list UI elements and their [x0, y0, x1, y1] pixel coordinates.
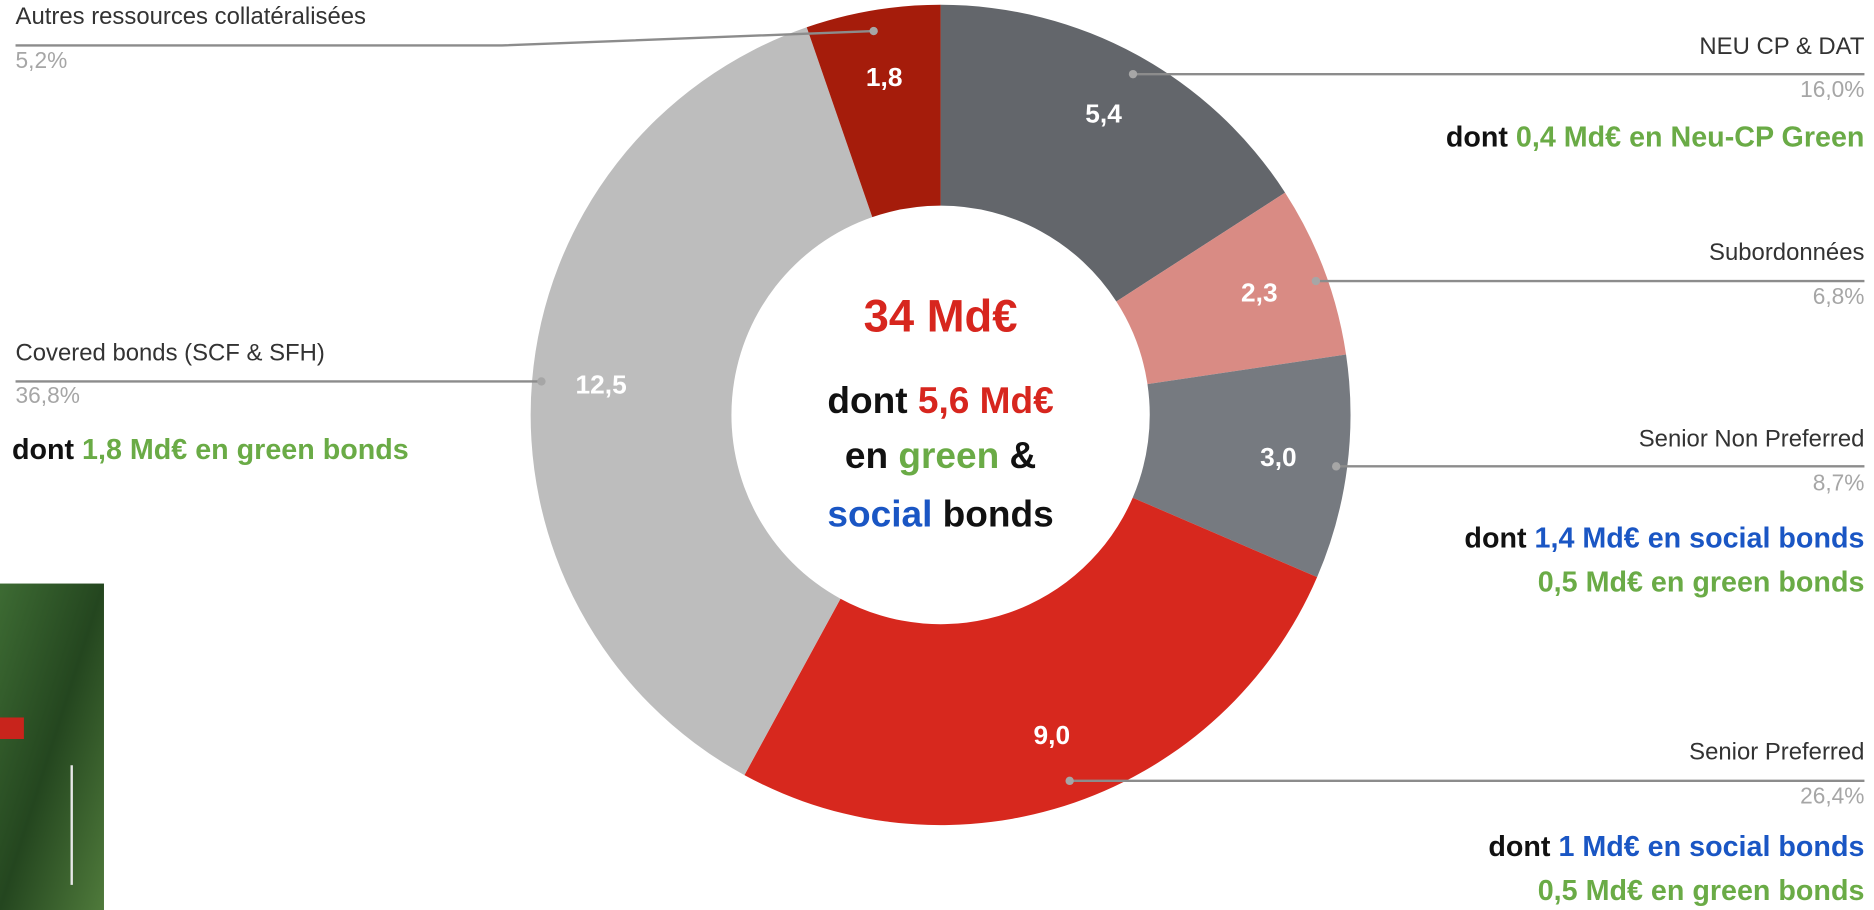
- category-label: Covered bonds (SCF & SFH): [16, 339, 325, 366]
- text-span: dont: [1464, 522, 1534, 554]
- text-span: dont: [12, 433, 82, 465]
- rich-text: 0,5 Md€ en green bonds: [1538, 875, 1865, 907]
- category-label: Autres ressources collatéralisées: [16, 3, 367, 30]
- rich-text: en green &: [845, 434, 1036, 476]
- donut-segment: [744, 497, 1318, 826]
- leader-dot: [869, 26, 878, 36]
- value-label: 3,0: [1260, 442, 1297, 472]
- percent-label: 5,2%: [16, 47, 68, 73]
- text-span: 1,8 Md€ en green bonds: [82, 433, 409, 465]
- text-span: 1,4 Md€ en social bonds: [1535, 522, 1865, 554]
- donut-segment: [1116, 192, 1347, 385]
- rich-text: dont 1 Md€ en social bonds: [1488, 830, 1864, 862]
- forest-image: [0, 583, 104, 910]
- text-span: bonds: [932, 492, 1053, 534]
- leader-dot: [1128, 69, 1138, 79]
- leader-dot: [537, 377, 546, 386]
- percent-label: 26,4%: [1800, 783, 1864, 809]
- rich-text: social bonds: [827, 492, 1053, 534]
- text-span: social: [827, 492, 932, 534]
- text-span: 1 Md€ en social bonds: [1558, 830, 1864, 862]
- text-span: dont: [827, 379, 918, 421]
- value-label: 2,3: [1241, 278, 1278, 308]
- percent-label: 6,8%: [1813, 283, 1865, 309]
- text-span: 5,6 Md€: [918, 379, 1054, 421]
- text-span: 0,4 Md€ en Neu-CP Green: [1516, 121, 1865, 153]
- donut-segment: [530, 27, 873, 776]
- donut-segment: [940, 4, 1286, 302]
- rich-text: dont 0,4 Md€ en Neu-CP Green: [1446, 121, 1865, 153]
- donut-segment: [1132, 354, 1351, 578]
- leader-dot: [1331, 462, 1341, 471]
- value-label: 1,8: [866, 62, 903, 92]
- rich-text: dont 5,6 Md€: [827, 379, 1053, 421]
- donut-segment: [806, 4, 941, 218]
- value-label: 5,4: [1085, 99, 1122, 129]
- category-label: Senior Non Preferred: [1639, 425, 1865, 452]
- value-label: 9,0: [1034, 720, 1071, 750]
- text-span: green: [898, 434, 999, 476]
- category-label: NEU CP & DAT: [1699, 33, 1864, 60]
- percent-label: 36,8%: [16, 382, 80, 408]
- leader-line: [15, 29, 874, 47]
- rich-text: 0,5 Md€ en green bonds: [1538, 566, 1865, 598]
- text-span: 0,5 Md€ en green bonds: [1538, 566, 1865, 598]
- center-title: 34 Md€: [864, 290, 1018, 341]
- leader-dot: [1065, 776, 1074, 786]
- text-span: 0,5 Md€ en green bonds: [1538, 875, 1865, 907]
- value-label: 12,5: [576, 370, 627, 400]
- rich-text: dont 1,8 Md€ en green bonds: [12, 433, 409, 465]
- text-span: dont: [1446, 121, 1516, 153]
- text-span: &: [999, 434, 1036, 476]
- rich-text: dont 1,4 Md€ en social bonds: [1464, 522, 1864, 554]
- text-span: dont: [1488, 830, 1558, 862]
- text-span: en: [845, 434, 899, 476]
- percent-label: 8,7%: [1813, 469, 1865, 495]
- category-label: Subordonnées: [1709, 239, 1864, 266]
- percent-label: 16,0%: [1800, 76, 1864, 102]
- category-label: Senior Preferred: [1689, 739, 1864, 766]
- leader-dot: [1311, 276, 1321, 286]
